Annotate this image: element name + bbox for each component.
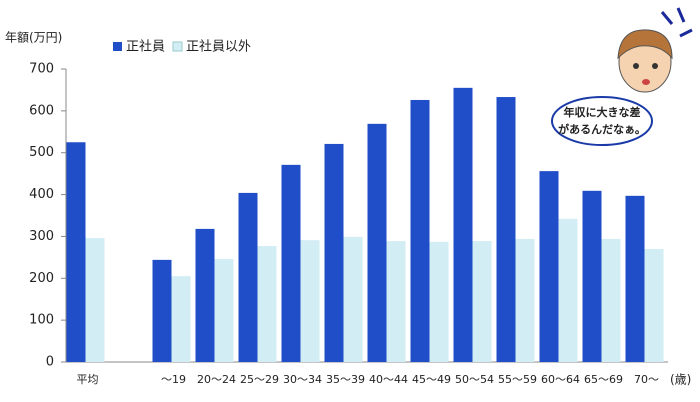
bar — [281, 164, 301, 362]
x-tick-label: 55～59 — [498, 373, 537, 386]
y-tick-label: 400 — [29, 187, 54, 202]
y-tick-label: 200 — [29, 271, 54, 286]
bar — [644, 248, 664, 362]
legend-swatch — [172, 41, 183, 52]
y-tick-label: 500 — [29, 145, 54, 160]
x-tick-label: 20～24 — [197, 373, 236, 386]
legend-label: 正社員 — [126, 39, 165, 55]
x-tick-label: ～19 — [161, 373, 186, 386]
bar — [410, 99, 430, 362]
x-tick-label: 平均 — [77, 373, 99, 386]
legend-swatch — [113, 42, 122, 51]
bar — [214, 259, 234, 362]
bar — [453, 87, 473, 362]
bar — [195, 228, 215, 362]
y-axis-label: 年額(万円) — [5, 31, 62, 45]
bar — [238, 192, 258, 362]
x-tick-label: 25～29 — [240, 373, 279, 386]
bar — [66, 142, 86, 362]
x-tick-label: 70～ — [634, 373, 659, 386]
x-tick-label: 35～39 — [326, 373, 365, 386]
bar — [367, 123, 387, 362]
bar — [625, 195, 645, 362]
bar — [558, 218, 578, 362]
bar — [515, 238, 535, 362]
bar — [386, 241, 406, 362]
bar — [343, 236, 363, 362]
x-tick-label: 65～69 — [584, 373, 623, 386]
x-tick-label: 60～64 — [541, 373, 580, 386]
x-tick-label: 45～49 — [412, 373, 451, 386]
bar — [472, 241, 492, 362]
bar — [300, 240, 320, 362]
x-unit-label: (歳) — [670, 373, 691, 387]
bar — [152, 259, 172, 362]
bar — [582, 190, 602, 362]
bar — [539, 171, 559, 362]
x-tick-label: 50～54 — [455, 373, 494, 386]
x-tick-label: 40～44 — [369, 373, 408, 386]
annotation: 年収に大きな差 — [564, 105, 641, 119]
bar — [496, 97, 516, 363]
bar — [257, 246, 277, 362]
legend-label: 正社員以外 — [186, 39, 251, 55]
y-tick-label: 600 — [29, 103, 54, 118]
bar — [85, 238, 105, 362]
bar — [601, 238, 621, 362]
y-tick-label: 0 — [46, 355, 54, 370]
y-tick-label: 700 — [29, 62, 54, 77]
speech-bubble — [551, 96, 653, 146]
annotation: があるんだなぁ。 — [558, 122, 646, 136]
y-tick-label: 100 — [29, 313, 54, 328]
character — [617, 7, 693, 93]
bar — [171, 276, 191, 362]
x-tick-label: 30～34 — [283, 373, 322, 386]
bar — [429, 241, 449, 362]
bar — [324, 143, 344, 362]
y-tick-label: 300 — [29, 229, 54, 244]
